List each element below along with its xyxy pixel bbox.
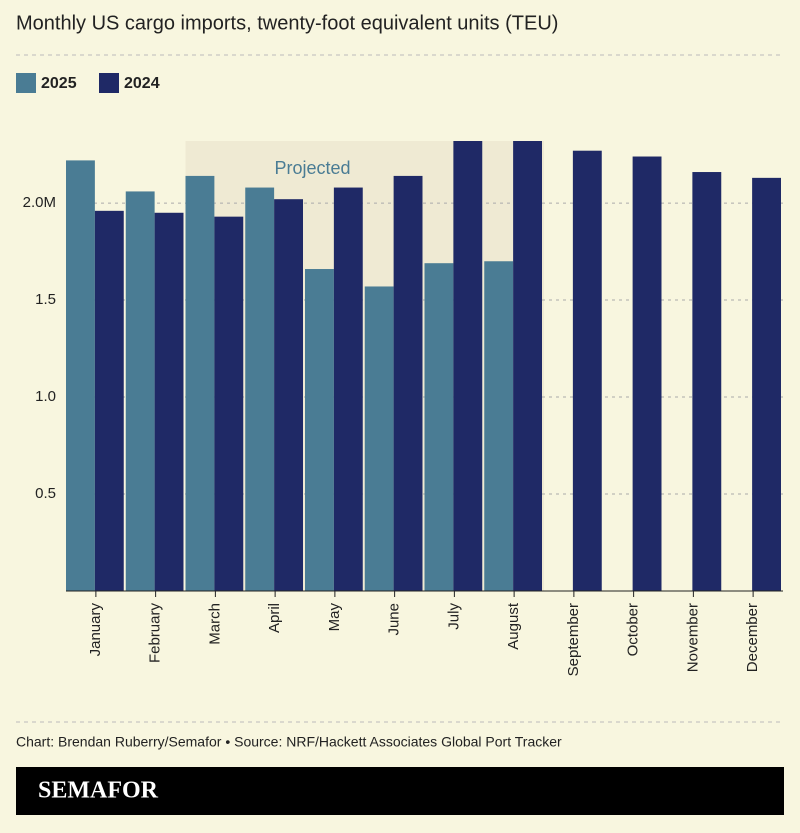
x-tick-label: April bbox=[266, 603, 283, 633]
bar bbox=[274, 199, 303, 592]
y-tick-label: 2.0M bbox=[23, 194, 56, 211]
bar bbox=[94, 210, 124, 592]
bar bbox=[333, 187, 363, 591]
x-tick-label: August bbox=[505, 602, 522, 650]
bar bbox=[453, 141, 483, 591]
bar bbox=[245, 187, 275, 591]
bar bbox=[305, 269, 334, 591]
chart-title: Monthly US cargo imports, twenty-foot eq… bbox=[16, 12, 558, 34]
bar bbox=[364, 286, 394, 591]
bar bbox=[513, 141, 542, 591]
legend-label: 2025 bbox=[41, 75, 77, 92]
x-tick-label: March bbox=[206, 603, 223, 645]
brand-bar bbox=[16, 767, 784, 815]
credit: Chart: Brendan Ruberry/Semafor • Source:… bbox=[16, 734, 562, 750]
x-tick-label: October bbox=[625, 603, 642, 656]
annotation: Projected bbox=[274, 158, 350, 178]
bar bbox=[185, 175, 215, 591]
legend-swatch bbox=[16, 73, 36, 93]
bar bbox=[752, 177, 781, 591]
y-tick-label: 0.5 bbox=[35, 485, 56, 502]
y-tick-label: 1.5 bbox=[35, 291, 56, 308]
y-tick-label: 1.0 bbox=[35, 388, 56, 405]
bar bbox=[393, 175, 423, 591]
x-tick-label: June bbox=[386, 603, 403, 636]
x-tick-label: July bbox=[445, 603, 462, 630]
bar bbox=[154, 212, 184, 591]
bar bbox=[692, 172, 722, 591]
bar bbox=[125, 191, 155, 591]
bar bbox=[632, 156, 662, 591]
x-tick-label: September bbox=[565, 603, 582, 676]
bar bbox=[214, 216, 244, 591]
bar bbox=[484, 261, 514, 591]
bar bbox=[572, 150, 602, 591]
legend-swatch bbox=[99, 73, 119, 93]
x-tick-label: November bbox=[684, 603, 701, 672]
x-tick-label: December bbox=[744, 603, 761, 672]
brand: SEMAFOR bbox=[38, 778, 159, 804]
bar bbox=[424, 263, 454, 591]
x-tick-label: February bbox=[147, 603, 164, 664]
bar bbox=[66, 160, 95, 591]
legend-label: 2024 bbox=[124, 75, 160, 92]
x-tick-label: January bbox=[87, 603, 104, 657]
x-tick-label: May bbox=[326, 603, 343, 632]
